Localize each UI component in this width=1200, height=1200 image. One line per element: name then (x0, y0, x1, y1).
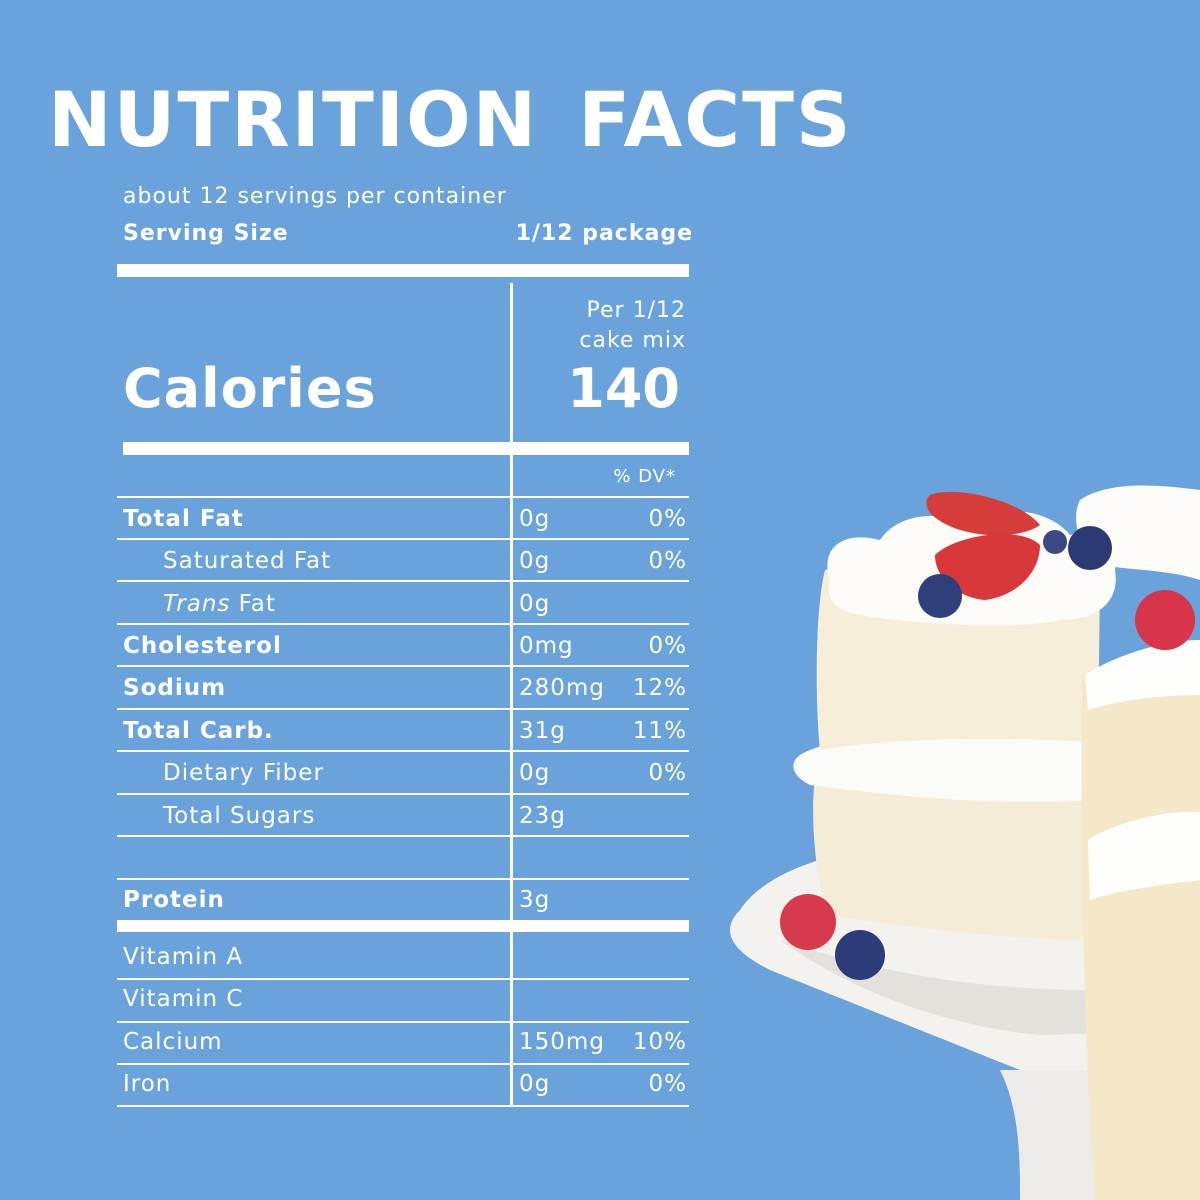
serving-size-label: Serving Size (123, 221, 289, 246)
row-divider (117, 580, 689, 582)
nutrient-amount: 31g (519, 718, 566, 744)
micronutrient-name: Vitamin A (123, 944, 244, 970)
calories-value: 140 (567, 357, 680, 420)
nutrient-amount: 0g (519, 760, 551, 786)
calories-label: Calories (123, 357, 377, 420)
nutrient-amount: 0g (519, 548, 551, 574)
serving-size-value: 1/12 package (515, 221, 693, 246)
serving-size-row: Serving Size 1/12 package (123, 221, 693, 246)
micronutrient-row-vitamin-a: Vitamin A (117, 937, 689, 979)
nutrient-dv: 0% (648, 548, 687, 574)
strawberry-middle (935, 534, 1040, 600)
nutrient-row-trans-fat: Trans Fat 0g (117, 584, 689, 626)
thick-divider-calories (123, 442, 689, 455)
nutrient-name: Total Carb. (123, 718, 274, 744)
per-serving-header: Per 1/12 cake mix (520, 296, 686, 356)
micronutrient-row-iron: Iron 0g 0% (117, 1064, 689, 1106)
nutrient-row-cholesterol: Cholesterol 0mg 0% (117, 626, 689, 668)
thick-divider-top (117, 264, 689, 277)
nutrient-dv: 0% (648, 760, 687, 786)
nutrition-facts-title: NUTRITION FACTS (48, 82, 853, 158)
nutrient-row-total-fat: Total Fat 0g 0% (117, 499, 689, 541)
dv-header: % DV* (613, 466, 676, 487)
micronutrient-amount: 0g (519, 1071, 551, 1097)
row-divider (117, 1105, 689, 1107)
nutrient-row-dietary-fiber: Dietary Fiber 0g 0% (117, 753, 689, 795)
raspberry (780, 894, 836, 950)
cake-cream-middle (793, 734, 1092, 802)
blueberry (918, 574, 962, 618)
nutrient-row-total-sugars: Total Sugars 23g (117, 796, 689, 838)
nutrient-name: Protein (123, 887, 225, 913)
blueberry (1068, 526, 1112, 570)
nutrient-name: Total Fat (123, 506, 244, 532)
nutrient-dv: 11% (632, 718, 687, 744)
row-divider (117, 1063, 689, 1065)
row-divider (117, 665, 689, 667)
cake-sponge-bottom (813, 772, 1085, 940)
title-word-facts: FACTS (578, 75, 853, 164)
row-divider (117, 793, 689, 795)
nutrient-name-italic: Trans (163, 591, 231, 617)
micronutrient-dv: 10% (632, 1029, 687, 1055)
row-divider (117, 1021, 689, 1023)
strawberry-top (926, 491, 1040, 536)
micronutrient-row-calcium: Calcium 150mg 10% (117, 1022, 689, 1064)
blueberry (835, 930, 885, 980)
micronutrient-name: Calcium (123, 1029, 223, 1055)
nutrient-amount: 0g (519, 506, 551, 532)
nutrient-amount: 3g (519, 887, 551, 913)
nutrient-name: Sodium (123, 675, 227, 701)
column-divider (510, 283, 513, 1105)
nutrient-name: Dietary Fiber (163, 760, 324, 786)
nutrient-amount: 280mg (519, 675, 605, 701)
nutrient-dv: 12% (632, 675, 687, 701)
cake-image (730, 485, 1200, 1200)
nutrient-name: Total Sugars (163, 803, 316, 829)
servings-per-container: about 12 servings per container (123, 184, 507, 209)
nutrient-row-total-carb: Total Carb. 31g 11% (117, 711, 689, 753)
nutrient-dv: 0% (648, 506, 687, 532)
nutrient-amount: 0g (519, 591, 551, 617)
micronutrient-dv: 0% (648, 1071, 687, 1097)
nutrient-row-sodium: Sodium 280mg 12% (117, 668, 689, 710)
row-divider (117, 978, 689, 980)
nutrient-name: Cholesterol (123, 633, 282, 659)
title-word-nutrition: NUTRITION (48, 75, 539, 164)
nutrient-name: Trans Fat (163, 591, 276, 617)
row-divider (117, 835, 689, 837)
nutrient-name-rest: Fat (230, 591, 276, 617)
cake-slice-right (1081, 650, 1200, 1200)
micronutrient-amount: 150mg (519, 1029, 605, 1055)
micronutrient-name: Iron (123, 1071, 172, 1097)
blueberry (1043, 530, 1067, 554)
nutrient-amount: 23g (519, 803, 566, 829)
nutrient-row-protein: Protein 3g (117, 880, 689, 922)
row-divider (117, 496, 689, 498)
micronutrient-row-vitamin-c: Vitamin C (117, 979, 689, 1021)
row-divider (117, 538, 689, 540)
row-divider (117, 750, 689, 752)
row-divider (117, 708, 689, 710)
nutrient-amount: 0mg (519, 633, 574, 659)
per-header-line2: cake mix (579, 328, 686, 353)
micronutrient-name: Vitamin C (123, 986, 244, 1012)
nutrient-dv: 0% (648, 633, 687, 659)
row-divider (117, 878, 689, 880)
nutrient-name: Saturated Fat (163, 548, 332, 574)
per-header-line1: Per 1/12 (586, 298, 686, 323)
raspberry (1135, 590, 1195, 650)
nutrient-row-saturated-fat: Saturated Fat 0g 0% (117, 541, 689, 583)
thick-divider-protein (117, 920, 689, 932)
row-divider (117, 623, 689, 625)
